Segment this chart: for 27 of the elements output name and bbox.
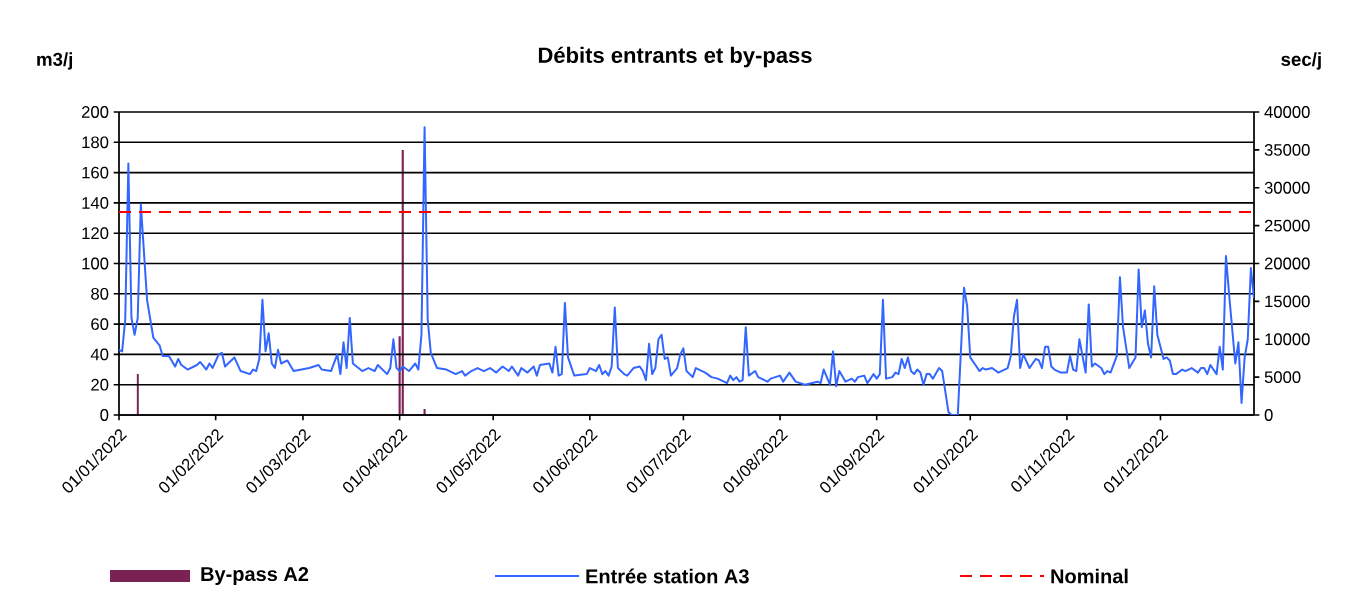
y-tick-label: 100 [82, 257, 109, 270]
y2-tick-label: 15000 [1265, 295, 1310, 308]
y-tick-label: 60 [91, 318, 109, 330]
y-tick-label: 40 [90, 348, 109, 361]
y2-tick-label: 40000 [1264, 106, 1310, 118]
y2-tick-label: 25000 [1264, 219, 1310, 232]
y2-tick-label: 20000 [1264, 257, 1310, 270]
y-tick-label: 120 [82, 227, 109, 240]
y2-tick-label: 5000 [1264, 371, 1301, 384]
bar [136, 374, 139, 415]
y-axis-title: m3/j [37, 52, 73, 70]
legend-label: By-pass A2 [201, 566, 309, 586]
legend-label: Nominal [1051, 568, 1128, 584]
y2-tick-label: 0 [1264, 409, 1273, 421]
y-tick-label: 20 [91, 378, 109, 391]
y-tick-label: 200 [81, 106, 109, 118]
y2-tick-label: 35000 [1264, 143, 1310, 156]
y-tick-label: 180 [82, 136, 109, 149]
y-tick-label: 160 [82, 166, 109, 179]
y-tick-label: 80 [91, 287, 109, 300]
y2-tick-label: 10000 [1265, 333, 1310, 346]
legend-label: Entrée station A3 [586, 568, 749, 584]
y2-axis-title: sec/j [1281, 52, 1321, 70]
y-tick-label: 0 [100, 409, 109, 421]
y2-tick-label: 30000 [1264, 181, 1310, 194]
y-tick-label: 140 [82, 197, 109, 209]
chart-title: Débits entrants et by-pass [538, 46, 812, 68]
